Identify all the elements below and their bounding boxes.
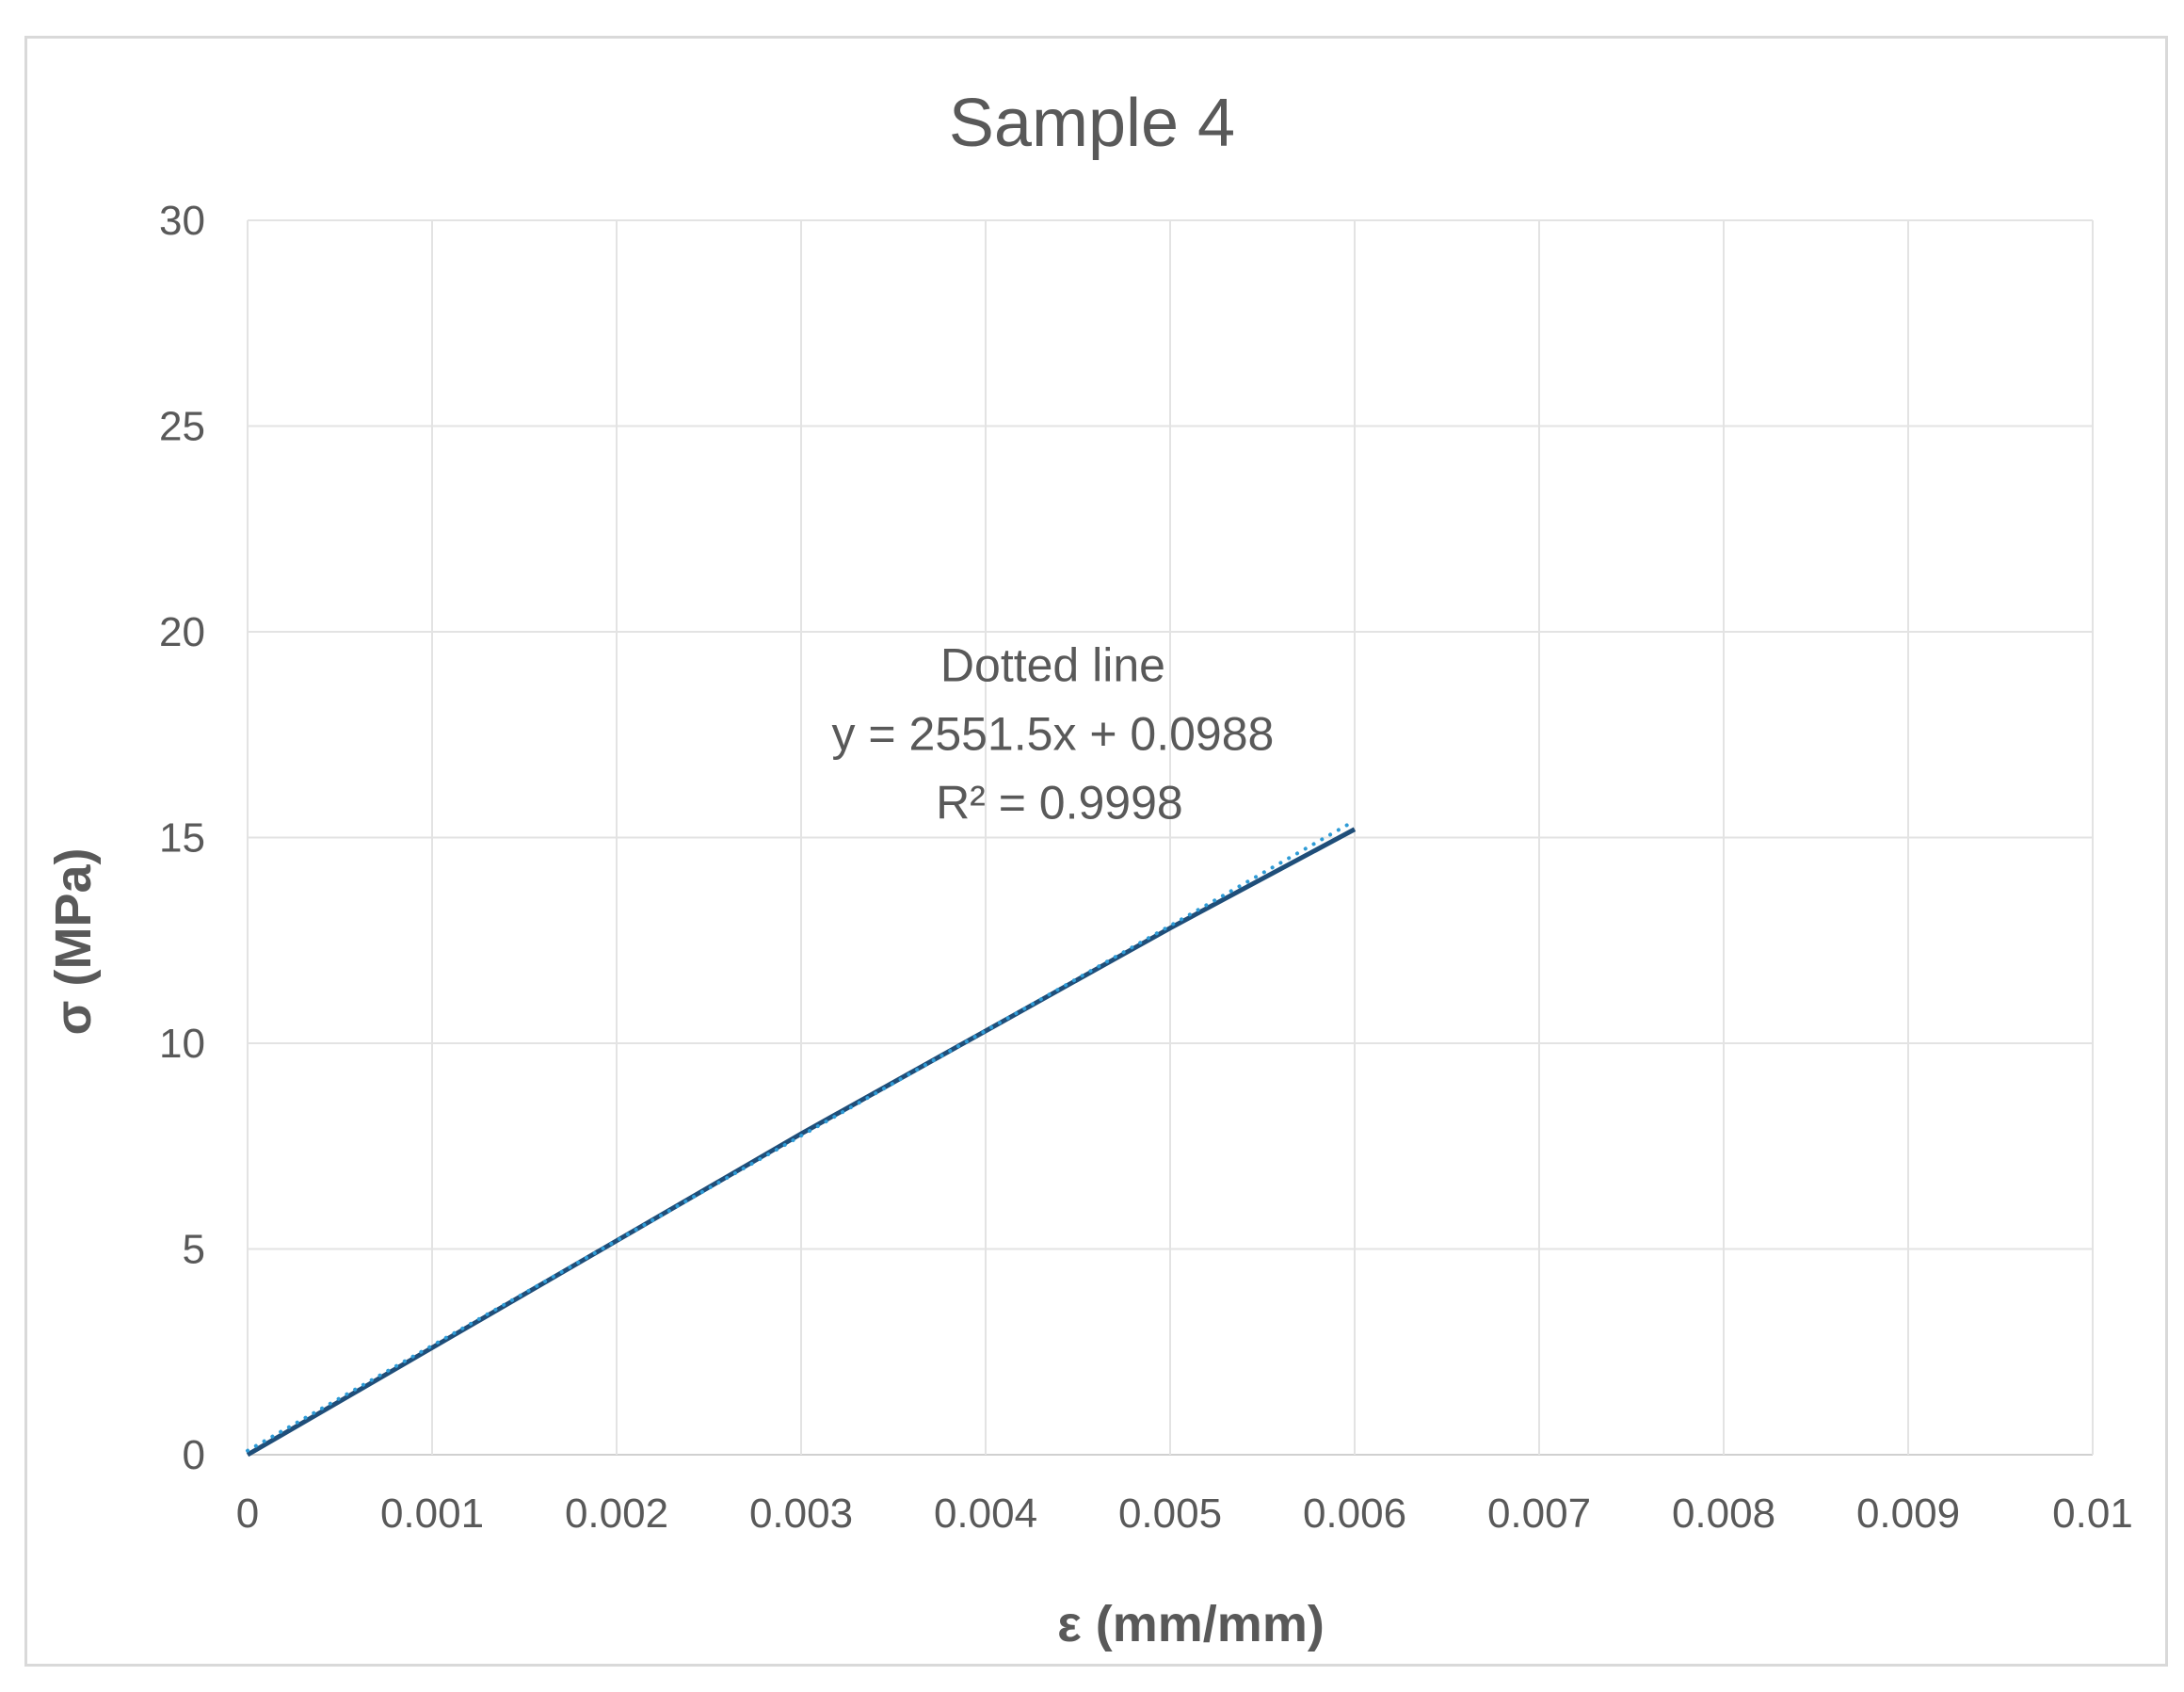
series-layer — [246, 818, 1357, 1458]
x-tick-label: 0.007 — [1487, 1491, 1591, 1537]
chart-title: Sample 4 — [949, 86, 1235, 161]
chart-frame — [24, 36, 2168, 1667]
y-tick-label: 25 — [159, 404, 205, 450]
annotation-line-2: y = 2551.5x + 0.0988 — [832, 707, 1275, 760]
y-tick-label: 15 — [159, 815, 205, 862]
y-tick-label: 30 — [159, 198, 205, 244]
x-tick-label: 0 — [236, 1491, 259, 1537]
annotation-line-3: R² = 0.9998 — [936, 776, 1183, 829]
y-tick-label: 0 — [183, 1432, 205, 1478]
trendline-dotted — [246, 818, 1357, 1453]
y-tick-label: 10 — [159, 1021, 205, 1067]
x-axis-title: ε (mm/mm) — [1057, 1596, 1325, 1652]
annotation-line-1: Dotted line — [940, 638, 1165, 691]
gridlines — [247, 219, 2094, 1456]
x-tick-label: 0.002 — [565, 1491, 668, 1537]
x-tick-label: 0.001 — [380, 1491, 484, 1537]
trendline-annotation: Dotted line y = 2551.5x + 0.0988 R² = 0.… — [832, 638, 1288, 829]
y-axis-title: σ (MPa) — [45, 848, 102, 1036]
x-tick-label: 0.004 — [934, 1491, 1037, 1537]
x-tick-label: 0.01 — [2052, 1491, 2133, 1537]
tick-labels: 0 5 10 15 20 25 30 0 0.001 0.002 0.003 0.004 0.005 0.… — [159, 198, 2133, 1537]
x-tick-label: 0.005 — [1118, 1491, 1222, 1537]
x-tick-label: 0.003 — [749, 1491, 853, 1537]
x-tick-label: 0.008 — [1672, 1491, 1775, 1537]
x-tick-label: 0.006 — [1303, 1491, 1406, 1537]
x-tick-label: 0.009 — [1856, 1491, 1960, 1537]
y-tick-label: 5 — [183, 1227, 205, 1273]
y-tick-label: 20 — [159, 609, 205, 655]
